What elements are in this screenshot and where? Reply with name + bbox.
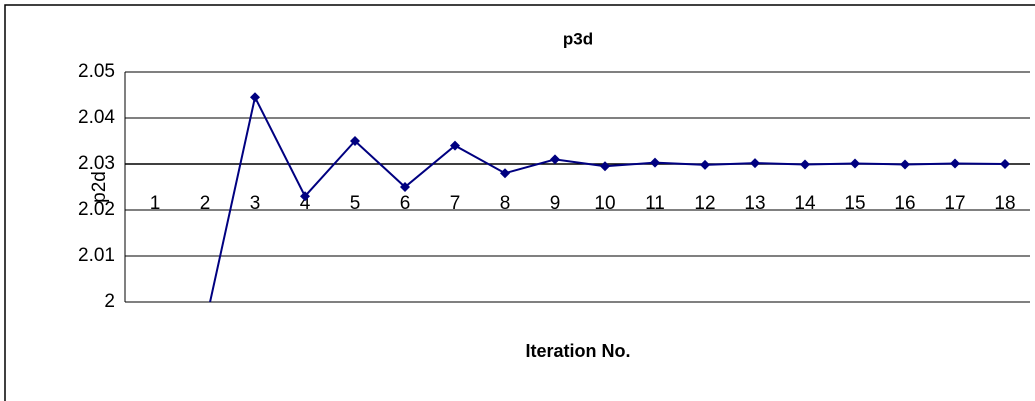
data-point <box>800 159 810 170</box>
y-tick-label: 2.04 <box>78 107 115 128</box>
x-tick-label: 8 <box>500 193 511 214</box>
chart-frame <box>4 4 1035 401</box>
x-tick-label: 3 <box>250 193 261 214</box>
x-tick-label: 13 <box>744 193 765 214</box>
x-tick-label: 9 <box>550 193 561 214</box>
data-point <box>700 159 710 170</box>
plot-area <box>200 92 1010 330</box>
x-tick-label: 10 <box>594 193 615 214</box>
x-tick-label: 2 <box>200 193 211 214</box>
x-tick-label: 11 <box>645 193 665 214</box>
data-point <box>650 157 660 168</box>
x-tick-label: 7 <box>450 193 461 214</box>
data-point <box>200 320 210 330</box>
x-tick-label: 12 <box>694 193 715 214</box>
data-point <box>850 158 860 169</box>
chart-title: p3d <box>563 29 593 48</box>
data-point <box>1000 159 1010 169</box>
x-tick-label: 5 <box>350 193 361 214</box>
data-point <box>250 92 260 103</box>
data-point <box>550 154 560 165</box>
data-point <box>300 191 310 202</box>
x-tick-label: 15 <box>844 193 865 214</box>
data-point <box>750 158 760 169</box>
x-tick-label: 6 <box>400 193 411 214</box>
x-tick-label: 16 <box>894 193 915 214</box>
x-tick-label: 18 <box>994 193 1015 214</box>
data-point <box>400 182 410 192</box>
x-tick-label: 14 <box>794 193 816 214</box>
data-point <box>450 140 460 151</box>
data-point <box>350 136 360 146</box>
y-tick-label: 2.03 <box>78 153 115 174</box>
x-tick-label: 17 <box>944 193 965 214</box>
y-tick-label: 2.01 <box>78 245 115 266</box>
y-tick-label: 2.05 <box>78 61 115 82</box>
data-point <box>600 161 610 172</box>
x-axis-label: Iteration No. <box>525 341 630 361</box>
data-point <box>500 168 510 179</box>
y-tick-label: 2.02 <box>78 199 115 220</box>
x-tick-label: 1 <box>150 193 161 214</box>
y-tick-label: 2 <box>104 291 115 312</box>
data-point <box>950 158 960 169</box>
y-axis-label: p2d <box>89 171 110 203</box>
data-point <box>900 159 910 170</box>
x-tick-label: 4 <box>300 193 311 214</box>
